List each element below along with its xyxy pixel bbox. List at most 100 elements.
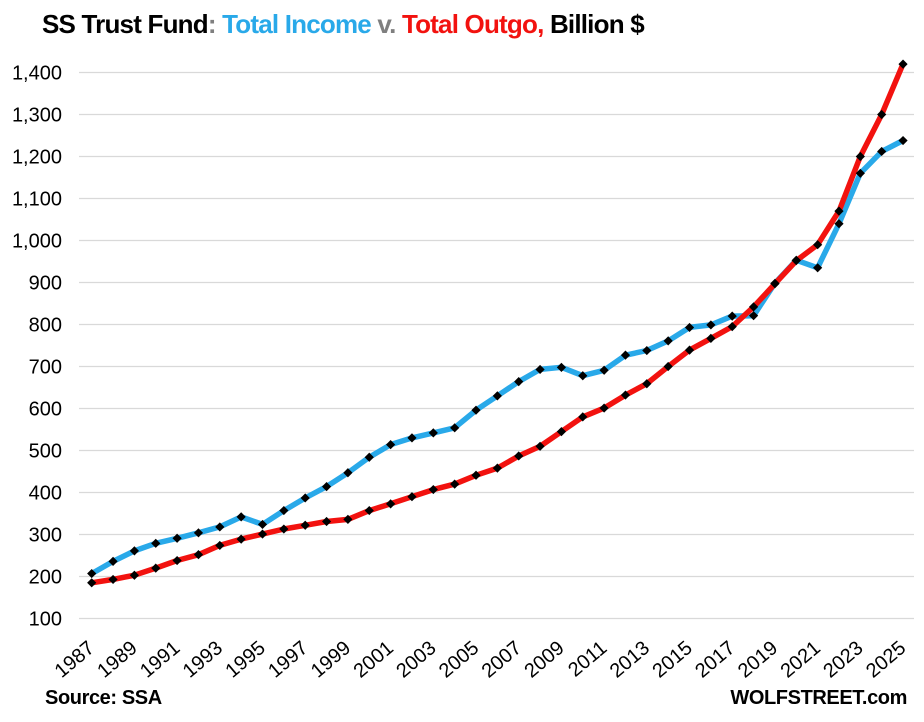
data-point-marker [471, 470, 481, 480]
chart-title: SS Trust Fund: Total Income v. Total Out… [42, 9, 645, 40]
title-segment-0: SS Trust Fund [42, 9, 209, 39]
data-point-marker [877, 146, 887, 157]
data-point-marker [599, 365, 609, 375]
x-tick-label: 2017 [691, 637, 739, 682]
x-tick-label: 1991 [136, 637, 184, 682]
data-point-marker [813, 240, 823, 250]
data-point-marker [343, 468, 353, 478]
y-tick-label: 500 [29, 441, 62, 463]
y-tick-label: 700 [29, 357, 62, 379]
title-segment-1: : [207, 9, 223, 39]
data-point-marker [727, 322, 737, 332]
data-point-marker [898, 135, 908, 146]
data-point-marker [300, 493, 310, 503]
data-point-marker [215, 540, 225, 551]
data-point-marker [300, 520, 310, 530]
data-point-marker [642, 379, 652, 389]
title-segment-3: v. [377, 9, 402, 39]
y-axis-tick-labels: 100 200 300 400 500 600 700 800 900 1,000 1,100 1,2… [12, 63, 62, 631]
data-point-marker [834, 206, 844, 216]
data-point-marker [172, 555, 182, 566]
data-point-marker [386, 440, 396, 450]
data-point-marker [386, 499, 396, 509]
y-tick-label: 900 [29, 273, 62, 295]
data-point-marker [108, 574, 118, 585]
data-point-marker [129, 570, 140, 580]
data-point-marker [236, 512, 246, 522]
data-point-marker [663, 336, 673, 346]
data-point-marker [706, 320, 716, 330]
data-point-marker [151, 563, 161, 573]
data-point-marker [407, 492, 417, 502]
series-line-outgo [88, 61, 906, 586]
title-segment-4: Total Outgo, [401, 9, 544, 39]
x-tick-label: 2019 [734, 637, 782, 682]
data-point-marker [321, 482, 332, 492]
data-point-marker [770, 279, 780, 289]
data-point-marker [791, 256, 801, 266]
title-segment-2: Total Income [222, 9, 378, 39]
data-point-marker [364, 505, 374, 516]
data-point-marker [236, 534, 246, 544]
y-tick-label: 600 [29, 399, 62, 421]
y-tick-label: 800 [29, 315, 62, 337]
data-point-marker [599, 403, 609, 413]
series-markers [87, 59, 908, 588]
x-tick-label: 2011 [564, 637, 611, 682]
data-point-marker [279, 524, 289, 534]
data-point-marker [535, 441, 545, 451]
x-tick-label: 1997 [264, 637, 312, 682]
x-tick-label: 1987 [51, 637, 99, 682]
data-point-marker [215, 522, 225, 532]
data-point-marker [492, 463, 502, 473]
data-point-marker [514, 451, 524, 461]
x-tick-label: 1999 [307, 637, 355, 682]
data-point-marker [748, 302, 759, 312]
data-point-marker [535, 364, 545, 375]
x-tick-label: 2015 [649, 637, 697, 682]
data-point-marker [514, 377, 524, 387]
data-point-marker [450, 423, 460, 433]
data-point-marker [108, 556, 118, 566]
data-point-marker [321, 516, 332, 527]
data-point-marker [748, 311, 759, 321]
data-point-marker [877, 109, 887, 120]
x-tick-label: 2025 [862, 637, 910, 682]
data-point-marker [684, 345, 695, 355]
source-label: Source: SSA [45, 687, 162, 709]
data-point-marker [193, 550, 204, 560]
data-point-marker [620, 350, 631, 360]
data-point-marker [151, 538, 161, 548]
y-tick-label: 100 [29, 609, 62, 631]
data-point-marker [471, 405, 481, 415]
data-point-marker [855, 168, 865, 178]
y-tick-label: 300 [29, 525, 62, 547]
data-point-marker [257, 519, 268, 530]
data-point-marker [193, 528, 204, 538]
data-point-marker [813, 263, 823, 273]
data-point-marker [684, 322, 695, 333]
data-point-marker [279, 505, 289, 516]
data-point-marker [855, 151, 865, 162]
x-axis-tick-labels: 1987198919911993199519971999200120032005… [51, 637, 911, 682]
series-line-income [88, 137, 906, 577]
x-tick-label: 2001 [350, 637, 398, 682]
y-tick-label: 1,200 [12, 147, 62, 169]
y-tick-label: 1,000 [12, 231, 62, 253]
data-point-marker [578, 371, 588, 381]
y-tick-label: 1,100 [12, 189, 62, 211]
y-tick-label: 1,300 [12, 105, 62, 127]
data-point-marker [428, 484, 438, 495]
data-point-marker [450, 479, 460, 489]
x-tick-label: 2023 [819, 637, 867, 682]
data-point-marker [706, 333, 716, 343]
data-point-marker [407, 433, 417, 443]
x-tick-label: 2003 [392, 637, 440, 682]
data-point-marker [364, 452, 374, 462]
data-point-marker [428, 428, 438, 438]
data-point-marker [578, 412, 588, 422]
x-tick-label: 2007 [478, 637, 526, 682]
data-point-marker [87, 578, 97, 588]
